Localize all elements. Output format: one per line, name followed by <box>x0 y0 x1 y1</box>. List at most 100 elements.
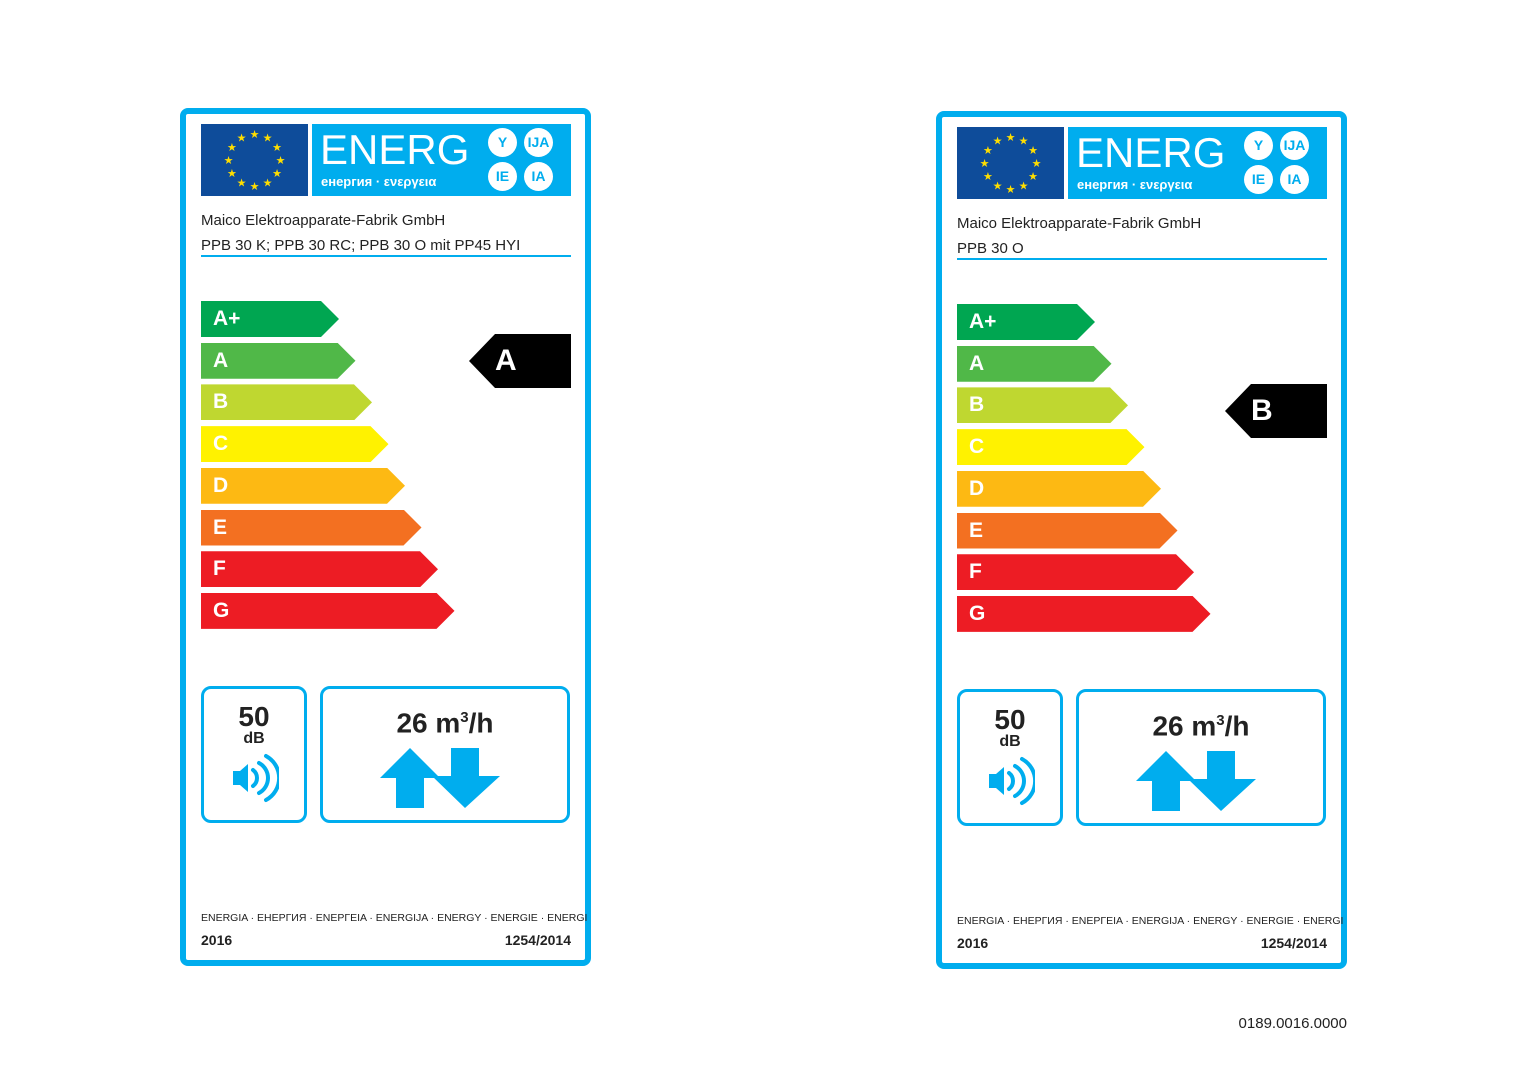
efficiency-bar-Aplus: A+ <box>957 304 1095 340</box>
efficiency-class-label: E <box>213 515 228 539</box>
svg-text:★: ★ <box>993 135 1003 147</box>
svg-text:★: ★ <box>1032 158 1042 170</box>
efficiency-class-label: A+ <box>969 310 997 333</box>
svg-text:★: ★ <box>250 181 260 193</box>
airflow-arrows-icon <box>380 748 500 809</box>
airflow-arrows-icon <box>1136 751 1256 812</box>
efficiency-bar-F: F <box>957 554 1194 590</box>
efficiency-class-label: F <box>969 560 982 584</box>
language-circle: IJA <box>1280 131 1309 160</box>
efficiency-bar-D: D <box>957 471 1161 507</box>
svg-text:★: ★ <box>237 132 247 144</box>
rating-value: B <box>1251 394 1273 427</box>
efficiency-class-label: A <box>213 348 229 372</box>
efficiency-class-label: C <box>213 432 229 456</box>
footer-languages: ENERGIA · ЕНЕРГИЯ · ΕΝΕΡΓΕΙΑ · ENERGIJA … <box>957 915 1344 927</box>
rating-pointer: B <box>1225 384 1327 438</box>
model-identifier: PPB 30 K; PPB 30 RC; PPB 30 O mit PP45 H… <box>201 237 521 254</box>
rating-pointer: A <box>469 334 571 388</box>
airflow-value: 26 m <box>1152 710 1217 742</box>
efficiency-class-label: A+ <box>213 307 241 330</box>
airflow-unit: /h <box>1224 710 1250 742</box>
efficiency-class-label: E <box>969 518 984 542</box>
energy-languages: енергия · ενεργεια <box>321 174 437 189</box>
efficiency-bar-C: C <box>201 426 389 462</box>
label-year: 2016 <box>201 932 233 948</box>
noise-box: 50 dB <box>201 686 307 823</box>
model-identifier: PPB 30 O <box>957 240 1024 257</box>
efficiency-bar-B: B <box>201 384 372 420</box>
supplier-name: Maico Elektroapparate-Fabrik GmbH <box>957 215 1202 232</box>
label-year: 2016 <box>957 935 989 951</box>
regulation-number: 1254/2014 <box>504 932 571 948</box>
efficiency-class-label: F <box>213 557 226 581</box>
svg-text:★: ★ <box>1006 184 1016 196</box>
airflow-value: 26 m <box>396 707 461 739</box>
noise-unit: dB <box>999 733 1021 750</box>
language-circle: Y <box>488 128 517 157</box>
energy-header: ENERG енергия · ενεργεια Y IJA IE IA <box>312 124 571 196</box>
svg-text:★: ★ <box>980 158 990 170</box>
divider <box>201 255 571 257</box>
svg-text:★: ★ <box>1028 171 1038 183</box>
efficiency-bar-E: E <box>957 513 1178 549</box>
energ-title: ENERG <box>320 126 470 173</box>
eu-flag: ★ ★ ★ ★ ★ ★ ★ ★ ★ ★ ★ ★ <box>201 124 308 196</box>
efficiency-bar-A: A <box>957 346 1112 382</box>
svg-text:★: ★ <box>1028 145 1038 157</box>
language-circle: Y <box>1244 131 1273 160</box>
efficiency-class-label: G <box>969 601 986 625</box>
energy-languages: енергия · ενεργεια <box>1077 177 1193 192</box>
svg-text:★: ★ <box>993 181 1003 193</box>
efficiency-class-label: C <box>969 435 985 459</box>
airflow-exponent: 3 <box>1216 712 1225 729</box>
airflow-unit: /h <box>468 707 494 739</box>
language-circle: IJA <box>524 128 553 157</box>
eu-flag: ★ ★ ★ ★ ★ ★ ★ ★ ★ ★ ★ ★ <box>957 127 1064 199</box>
airflow-box: 26 m3/h <box>1076 689 1326 826</box>
rating-value: A <box>495 344 517 377</box>
efficiency-bar-A: A <box>201 343 356 379</box>
noise-value: 50 <box>994 704 1026 735</box>
efficiency-bar-D: D <box>201 468 405 504</box>
language-circle: IA <box>524 162 553 191</box>
svg-text:★: ★ <box>250 129 260 141</box>
airflow-box: 26 m3/h <box>320 686 570 823</box>
language-circle: IA <box>1280 165 1309 194</box>
speaker-icon <box>989 757 1038 805</box>
svg-text:★: ★ <box>263 178 273 190</box>
svg-text:★: ★ <box>1019 181 1029 193</box>
svg-text:★: ★ <box>276 155 286 167</box>
efficiency-class-label: A <box>969 351 985 375</box>
arrow-up-icon <box>1136 751 1196 812</box>
regulation-number: 1254/2014 <box>1260 935 1327 951</box>
reference-number: 0189.0016.0000 <box>1238 1015 1347 1032</box>
svg-text:★: ★ <box>983 171 993 183</box>
svg-text:★: ★ <box>227 142 237 154</box>
arrow-down-icon <box>432 748 500 809</box>
arrow-down-icon <box>1188 751 1256 812</box>
efficiency-bar-C: C <box>957 429 1145 465</box>
svg-text:★: ★ <box>272 168 282 180</box>
eu-stars-icon: ★ ★★★★★★★★★★★ <box>980 132 1042 196</box>
energ-title: ENERG <box>1076 129 1226 176</box>
efficiency-class-label: D <box>213 473 229 497</box>
eu-stars-icon: ★ ★★★★★★★★★★★ <box>224 129 286 193</box>
svg-text:★: ★ <box>983 145 993 157</box>
divider <box>957 258 1327 260</box>
efficiency-bar-B: B <box>957 387 1128 423</box>
language-circle: IE <box>1244 165 1273 194</box>
efficiency-class-label: B <box>213 390 229 414</box>
efficiency-bar-G: G <box>201 593 455 629</box>
efficiency-bar-E: E <box>201 510 422 546</box>
efficiency-class-label: D <box>969 476 985 500</box>
noise-unit: dB <box>243 730 265 747</box>
svg-text:★: ★ <box>224 155 234 167</box>
svg-text:★: ★ <box>1019 135 1029 147</box>
svg-text:★: ★ <box>1006 132 1016 144</box>
noise-box: 50 dB <box>957 689 1063 826</box>
noise-value: 50 <box>238 701 270 732</box>
efficiency-bar-G: G <box>957 596 1211 632</box>
